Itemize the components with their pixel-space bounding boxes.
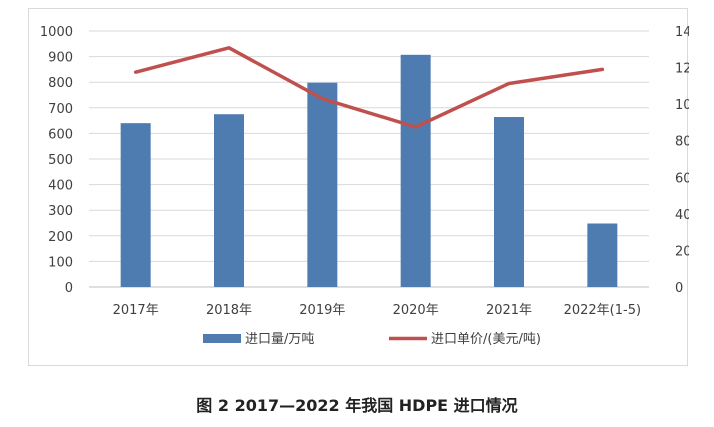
left-tick-label: 500 — [48, 153, 73, 168]
right-axis-ticks: 0 200 400 600 800 1000 1200 1400 — [675, 25, 689, 296]
line-point — [134, 70, 138, 74]
line-point — [227, 46, 231, 50]
legend-line-label: 进口单价/(美元/吨) — [431, 332, 541, 347]
figure-caption: 图 2 2017—2022 年我国 HDPE 进口情况 — [196, 396, 518, 415]
left-tick-label: 200 — [48, 230, 73, 245]
bar — [120, 123, 151, 287]
left-tick-label: 400 — [48, 179, 73, 194]
left-axis-ticks: 0 100 200 300 400 500 600 700 800 900 1000 — [40, 25, 73, 296]
right-tick-label: 400 — [675, 208, 689, 223]
bar — [400, 54, 431, 287]
x-tick-label: 2020年 — [393, 303, 439, 318]
right-tick-label: 1200 — [675, 62, 689, 77]
legend-bar-label: 进口量/万吨 — [245, 332, 314, 347]
left-tick-label: 700 — [48, 102, 73, 117]
right-tick-label: 1000 — [675, 98, 689, 113]
left-tick-label: 600 — [48, 127, 73, 142]
price-line — [133, 46, 605, 129]
line-series — [133, 46, 605, 129]
x-axis-ticks: 2017年 2018年 2019年 2020年 2021年 2022年(1-5) — [113, 303, 641, 318]
bar — [214, 114, 244, 287]
left-tick-label: 800 — [48, 76, 73, 91]
legend: 进口量/万吨 进口单价/(美元/吨) — [203, 332, 541, 347]
left-tick-label: 1000 — [40, 25, 73, 40]
line-point — [414, 125, 418, 129]
right-tick-label: 0 — [675, 281, 683, 296]
legend-bar-swatch — [203, 334, 241, 343]
gridlines — [89, 30, 649, 288]
x-tick-label: 2017年 — [113, 303, 159, 318]
x-tick-label: 2021年 — [486, 303, 532, 318]
left-tick-label: 100 — [48, 255, 73, 270]
x-tick-label: 2022年(1-5) — [564, 303, 641, 318]
chart-frame: 0 100 200 300 400 500 600 700 800 900 1000 0 200 400… — [28, 8, 689, 366]
right-tick-label: 1400 — [675, 25, 689, 40]
bar — [587, 223, 618, 287]
line-point — [320, 97, 324, 101]
line-point — [600, 67, 604, 71]
x-tick-label: 2018年 — [206, 303, 252, 318]
right-tick-label: 200 — [675, 244, 689, 259]
left-tick-label: 0 — [65, 281, 73, 296]
left-tick-label: 300 — [48, 204, 73, 219]
bar — [494, 117, 524, 288]
left-tick-label: 900 — [48, 51, 73, 66]
combo-chart: 0 100 200 300 400 500 600 700 800 900 1000 0 200 400… — [40, 25, 689, 347]
bar — [307, 82, 338, 287]
x-tick-label: 2019年 — [299, 303, 345, 318]
right-tick-label: 600 — [675, 171, 689, 186]
bar-series — [120, 54, 618, 288]
line-point — [507, 81, 511, 85]
right-tick-label: 800 — [675, 135, 689, 150]
